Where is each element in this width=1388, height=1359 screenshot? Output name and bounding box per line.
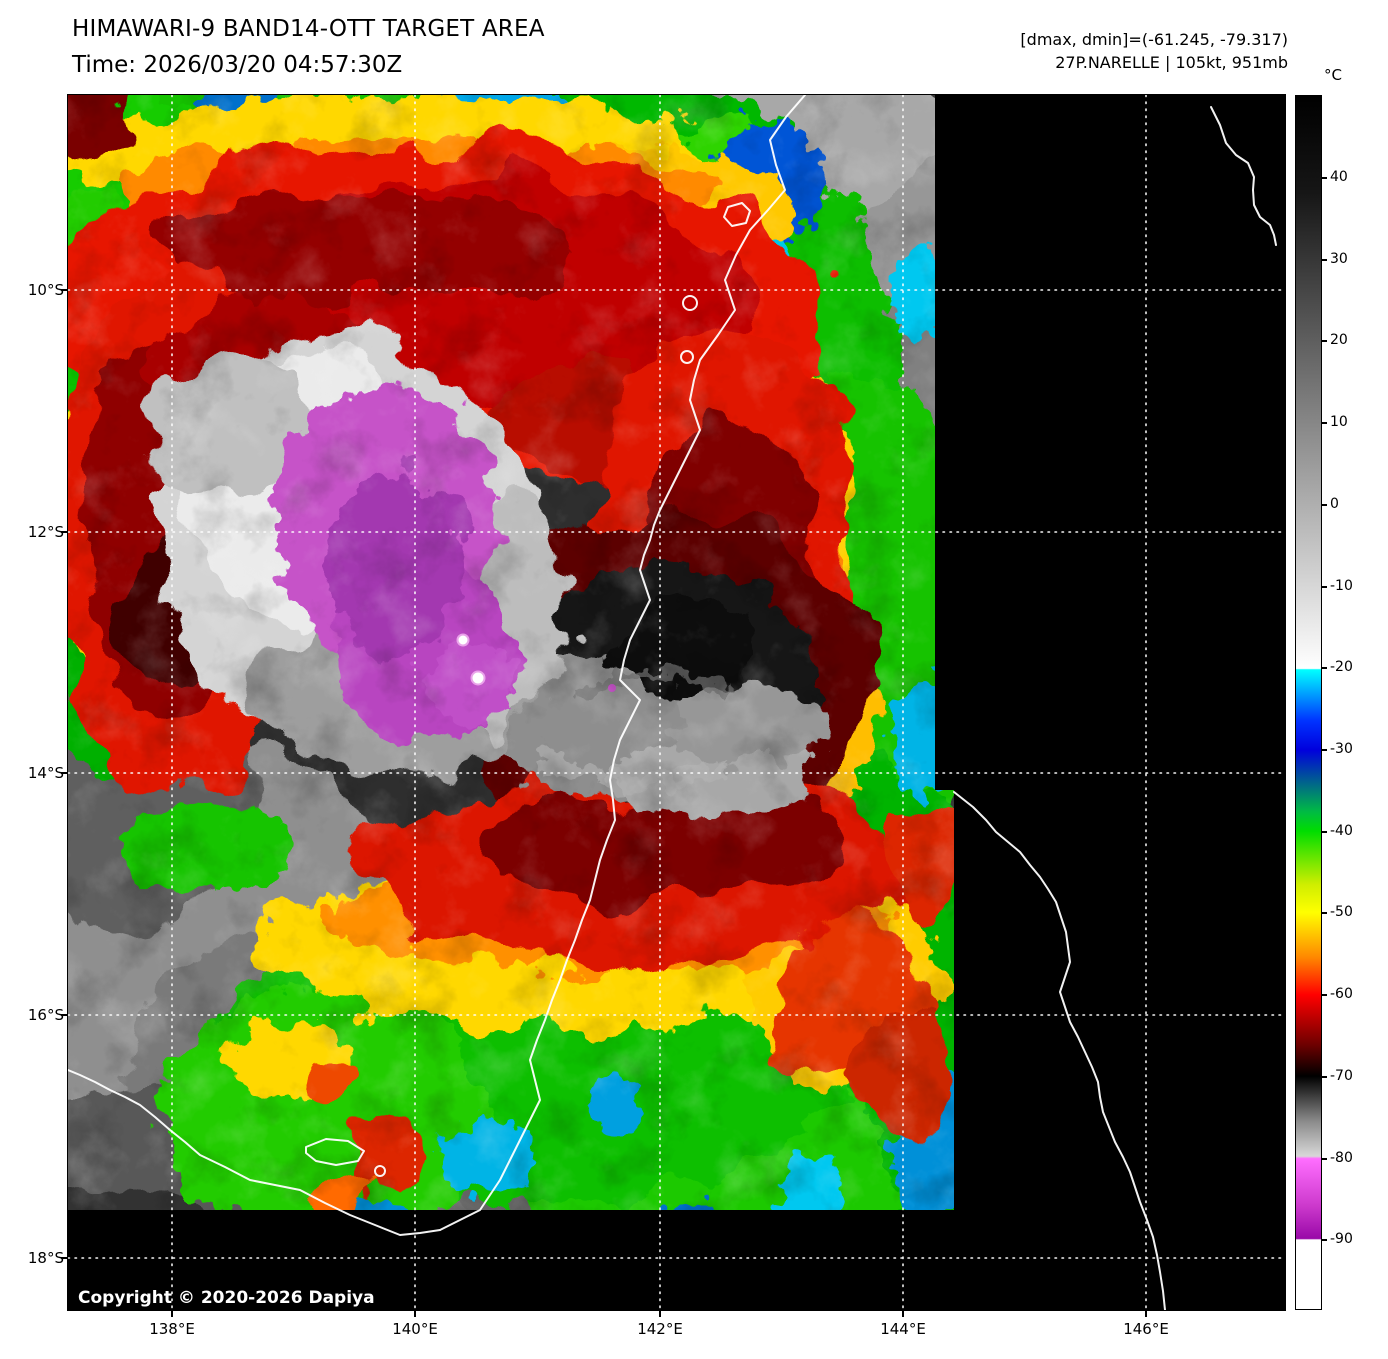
colorbar-tick xyxy=(1322,994,1327,996)
lon-axis-label: 140°E xyxy=(392,1320,438,1338)
island-outline xyxy=(305,1138,365,1166)
coastline-queensland-east xyxy=(953,791,1166,1310)
lat-tick xyxy=(61,1257,67,1259)
lon-tick xyxy=(171,1311,173,1317)
storm-info: 27P.NARELLE | 105kt, 951mb xyxy=(1055,53,1288,72)
temperature-colorbar xyxy=(1295,95,1322,1310)
colorbar-tick-label: -50 xyxy=(1330,904,1353,920)
lat-tick xyxy=(61,1014,67,1016)
colorbar-tick-label: -20 xyxy=(1330,659,1353,675)
colorbar-tick xyxy=(1322,340,1327,342)
colorbar-tick-label: 10 xyxy=(1330,414,1348,430)
coastline-cape-york-east xyxy=(1210,106,1277,246)
island-outline xyxy=(723,202,751,227)
ir-imagery xyxy=(68,95,954,1210)
lat-axis-label: 16°S xyxy=(27,1006,64,1024)
island-outline xyxy=(374,1165,386,1177)
lat-axis-label: 18°S xyxy=(27,1249,64,1267)
colorbar-tick-label: 30 xyxy=(1330,251,1348,267)
copyright-watermark: Copyright © 2020-2026 Dapiya xyxy=(78,1288,375,1308)
lon-axis-label: 142°E xyxy=(637,1320,683,1338)
colorbar-tick xyxy=(1322,422,1327,424)
lon-tick xyxy=(414,1311,416,1317)
colorbar-tick xyxy=(1322,504,1327,506)
colorbar-tick-label: -60 xyxy=(1330,986,1353,1002)
satellite-scene: Copyright © 2020-2026 Dapiya xyxy=(68,95,1285,1310)
dmax-dmin-readout: [dmax, dmin]=(-61.245, -79.317) xyxy=(1020,30,1288,49)
lon-axis-label: 144°E xyxy=(880,1320,926,1338)
colorbar-tick-label: -90 xyxy=(1330,1231,1353,1247)
colorbar-unit-label: °C xyxy=(1324,66,1342,84)
coastline-layer xyxy=(68,95,1277,1310)
dark-grain-texture xyxy=(68,95,954,1210)
lat-axis-label: 12°S xyxy=(27,523,64,541)
colorbar-tick-label: -10 xyxy=(1330,578,1353,594)
island-outline xyxy=(682,295,698,311)
colorbar-tick-label: 0 xyxy=(1330,496,1339,512)
colorbar-tick xyxy=(1322,831,1327,833)
gridline-layer xyxy=(68,95,1285,1310)
colorbar-tick-label: -80 xyxy=(1330,1150,1353,1166)
lon-axis-label: 146°E xyxy=(1123,1320,1169,1338)
colorbar-tick xyxy=(1322,1239,1327,1241)
lat-axis-label: 10°S xyxy=(27,281,64,299)
colorbar-tick xyxy=(1322,1076,1327,1078)
lon-tick xyxy=(902,1311,904,1317)
coastline-gulf-south xyxy=(68,1069,441,1236)
page-title: HIMAWARI-9 BAND14-OTT TARGET AREA xyxy=(72,16,545,42)
lon-tick xyxy=(659,1311,661,1317)
lat-tick xyxy=(61,772,67,774)
colorbar-tick xyxy=(1322,749,1327,751)
colorbar-tick xyxy=(1322,259,1327,261)
satellite-map: Copyright © 2020-2026 Dapiya xyxy=(67,94,1286,1311)
lat-axis-label: 14°S xyxy=(27,764,64,782)
colorbar-tick xyxy=(1322,177,1327,179)
colorbar-tick xyxy=(1322,667,1327,669)
colorbar-tick xyxy=(1322,586,1327,588)
colorbar-tick-label: 40 xyxy=(1330,169,1348,185)
lon-tick xyxy=(1145,1311,1147,1317)
coastline-gulf-west xyxy=(439,95,806,1231)
lat-tick xyxy=(61,531,67,533)
island-outline xyxy=(680,350,694,364)
lat-tick xyxy=(61,289,67,291)
colorbar-tick xyxy=(1322,1158,1327,1160)
colorbar-tick-label: 20 xyxy=(1330,332,1348,348)
lon-axis-label: 138°E xyxy=(149,1320,195,1338)
timestamp: Time: 2026/03/20 04:57:30Z xyxy=(72,52,403,78)
colorbar-tick xyxy=(1322,912,1327,914)
colorbar-tick-label: -70 xyxy=(1330,1068,1353,1084)
colorbar-tick-label: -40 xyxy=(1330,823,1353,839)
colorbar-tick-label: -30 xyxy=(1330,741,1353,757)
